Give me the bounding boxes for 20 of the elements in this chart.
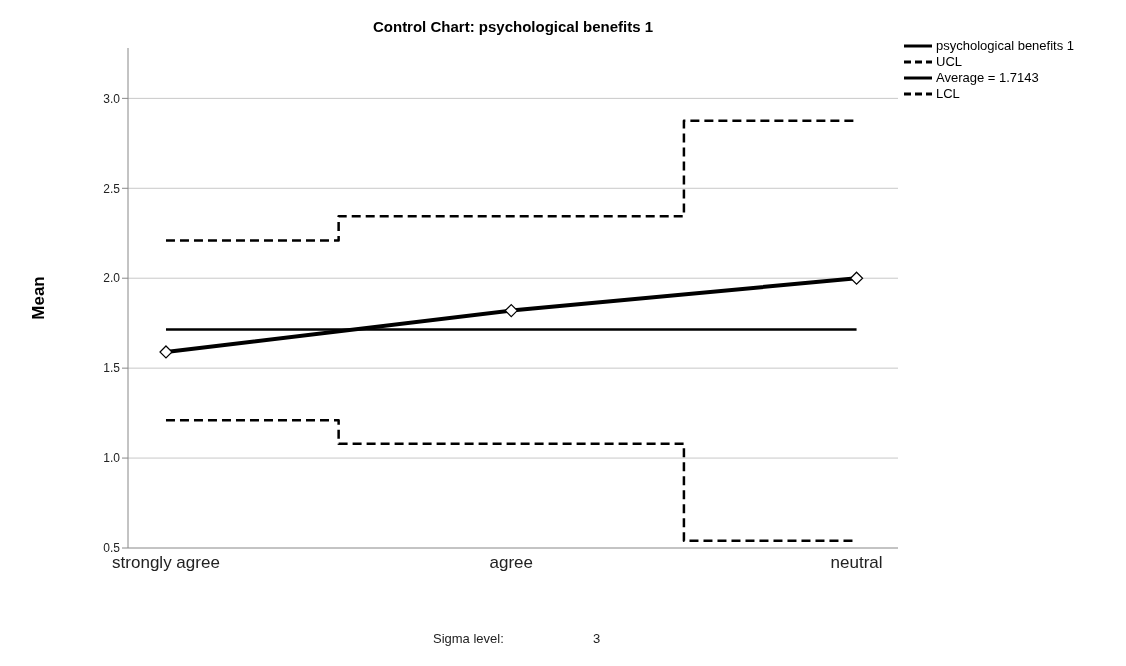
x-tick-label: agree: [489, 553, 534, 573]
legend-label: UCL: [936, 54, 963, 70]
point: [504, 303, 518, 318]
text: Sigma level:: [433, 631, 504, 646]
legend-label: psychological benefits 1: [936, 38, 1075, 54]
y-tick-label: 1.0: [103, 451, 121, 466]
y-axis-title: Mean: [29, 276, 49, 320]
y-tick-label: 2.0: [103, 271, 121, 286]
point: [159, 345, 173, 359]
y-tick-label: 1.5: [103, 361, 121, 376]
legend-label: LCL: [936, 86, 960, 102]
y-tick-label: 2.5: [103, 181, 121, 196]
point: [849, 271, 864, 285]
y-tick-label: 3.0: [103, 91, 121, 106]
legend-label: Average = 1.7143: [936, 70, 1039, 86]
x-tick-label: strongly agree: [112, 553, 220, 573]
text: 3: [593, 631, 601, 646]
y-tick-label: 0.5: [103, 541, 121, 556]
x-tick-label: neutral: [830, 553, 883, 573]
chart-title: Control Chart: psychological benefits 1: [371, 18, 654, 35]
